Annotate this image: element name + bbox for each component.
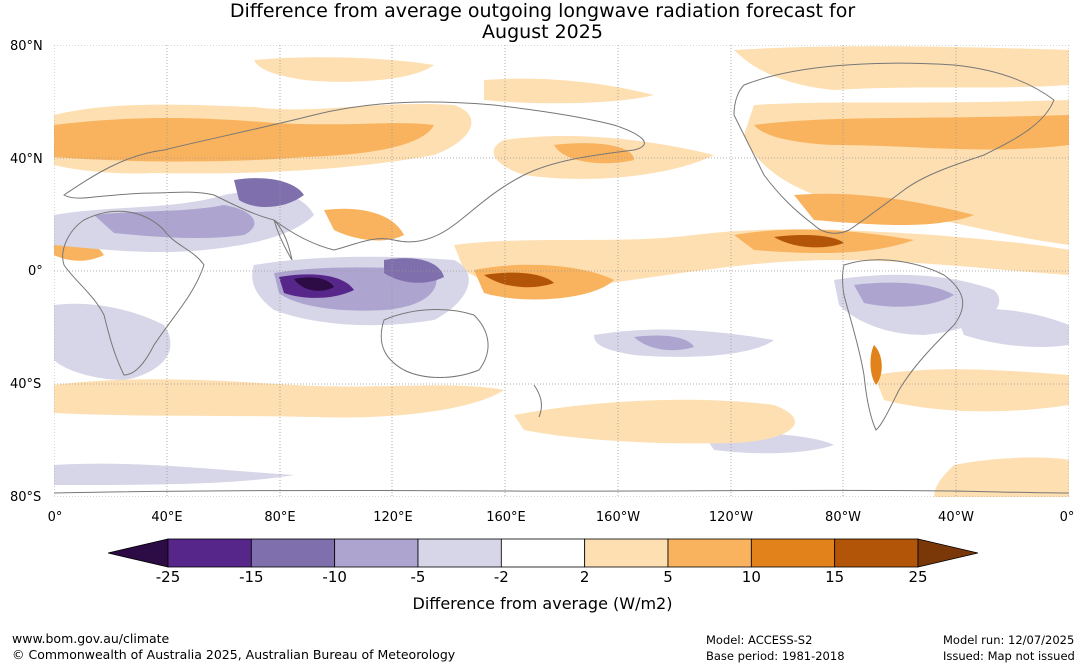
lat-label-equator: 0° [28, 264, 43, 279]
colorbar-tick-label: -25 [155, 568, 181, 586]
lat-label-80s: 80°S [10, 490, 42, 505]
colorbar-cell [750, 538, 836, 568]
coastlines [54, 62, 1069, 494]
map-title-line-1: Difference from average outgoing longwav… [229, 0, 856, 22]
colorbar-tick-label: -2 [493, 568, 509, 586]
footer-model-run: Model run: 12/07/2025 [943, 633, 1075, 647]
colorbar-extend-high [917, 538, 978, 568]
lon-label-120w: 120°W [708, 510, 754, 525]
colorbar-tick-label: 25 [908, 568, 928, 586]
lat-label-40s: 40°S [10, 377, 42, 392]
colorbar-cell [500, 538, 586, 568]
lat-label-40n: 40°N [10, 152, 43, 167]
colorbar-cell [250, 538, 336, 568]
colorbar-tick-label: -15 [239, 568, 264, 586]
footer-base-period: Base period: 1981-2018 [706, 649, 845, 663]
colorbar-tick-label: -5 [410, 568, 426, 586]
colorbar-tick-label: 10 [741, 568, 761, 586]
colorbar [108, 538, 978, 568]
lon-label-40w: 40°W [938, 510, 974, 525]
anomaly-field [54, 46, 1069, 497]
colorbar-tick-label: -10 [322, 568, 347, 586]
footer-url[interactable]: www.bom.gov.au/climate [12, 631, 170, 646]
colorbar-label: Difference from average (W/m2) [412, 594, 673, 613]
colorbar-cell [417, 538, 502, 568]
footer-issued: Issued: Map not issued [943, 649, 1075, 663]
lon-label-80e: 80°E [264, 510, 296, 525]
graticule [54, 45, 1069, 497]
colorbar-tick-label: 5 [663, 568, 673, 586]
colorbar-cell [334, 538, 419, 568]
colorbar-cell [584, 538, 669, 568]
lon-label-80w: 80°W [825, 510, 861, 525]
colorbar-tick-label: 2 [579, 568, 590, 586]
lon-label-0: 0° [47, 510, 63, 525]
colorbar-cell [167, 538, 252, 568]
lon-label-160e: 160°E [486, 510, 526, 525]
colorbar-cell [834, 538, 919, 568]
lat-label-80n: 80°N [10, 39, 43, 54]
colorbar-extend-low [108, 538, 169, 568]
colorbar-tick-label: 15 [825, 568, 845, 586]
footer-copyright: © Commonwealth of Australia 2025, Austra… [12, 647, 456, 662]
lon-label-40e: 40°E [151, 510, 183, 525]
colorbar-cell [667, 538, 752, 568]
lon-label-160w: 160°W [595, 510, 641, 525]
footer-model: Model: ACCESS-S2 [706, 633, 813, 647]
ocean-map [54, 45, 1069, 497]
lon-label-0-right: 0° [1059, 510, 1075, 525]
map-title-line-2: August 2025 [482, 21, 603, 43]
lon-label-120e: 120°E [373, 510, 413, 525]
